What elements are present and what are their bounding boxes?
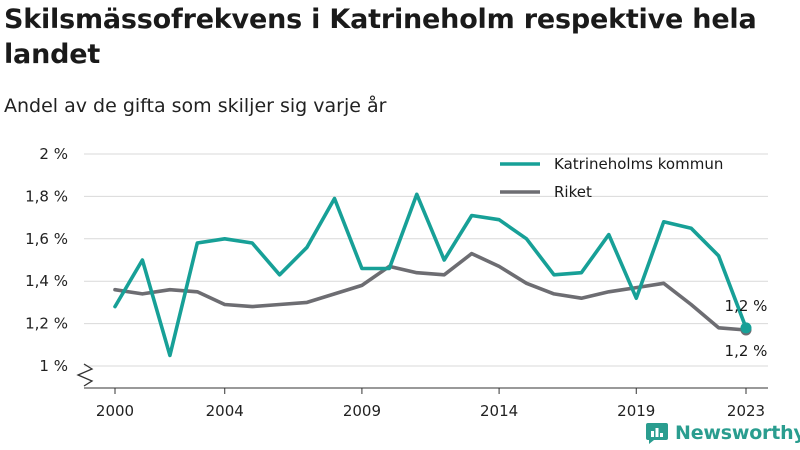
legend-label-katrineholm: Katrineholms kommun <box>554 155 723 173</box>
series-layer <box>113 192 752 358</box>
y-tick-label: 1,2 % <box>25 315 68 333</box>
axis-layer: 1 % 1,2 % 1,4 % 1,6 % 1,8 % 2 % 2000 2004 2009 20… <box>25 145 768 420</box>
series-line-katrineholm <box>113 192 748 358</box>
end-label-riket: 1,2 % <box>725 342 768 360</box>
brand-name: Newsworthy <box>675 422 800 444</box>
y-tick-label: 1,6 % <box>25 230 68 248</box>
end-point-katrineholm <box>740 322 752 334</box>
x-tick-label: 2023 <box>727 402 765 420</box>
chart-title: Skilsmässofrekvens i Katrineholm respekt… <box>4 4 757 70</box>
brand-logo: Newsworthy <box>645 420 800 446</box>
grid-layer <box>84 153 768 367</box>
newsworthy-logo-icon <box>646 423 668 444</box>
chart-subtitle: Andel av de gifta som skiljer sig varje … <box>4 95 387 117</box>
y-tick-label: 1,4 % <box>25 272 68 290</box>
y-tick-label: 2 % <box>39 145 68 163</box>
series-line-riket <box>113 251 748 332</box>
axis-break-icon <box>76 363 94 387</box>
end-label-katrineholm: 1,2 % <box>725 297 768 315</box>
x-tick-label: 2000 <box>96 402 134 420</box>
x-tick-label: 2014 <box>480 402 518 420</box>
end-labels: 1,2 % 1,2 % <box>725 297 768 360</box>
x-tick-label: 2009 <box>343 402 381 420</box>
legend-label-riket: Riket <box>554 183 592 201</box>
x-tick-label: 2004 <box>206 402 244 420</box>
y-tick-label: 1,8 % <box>25 187 68 205</box>
legend: Katrineholms kommun Riket <box>500 155 723 201</box>
x-tick-label: 2019 <box>617 402 655 420</box>
y-tick-label: 1 % <box>39 357 68 375</box>
